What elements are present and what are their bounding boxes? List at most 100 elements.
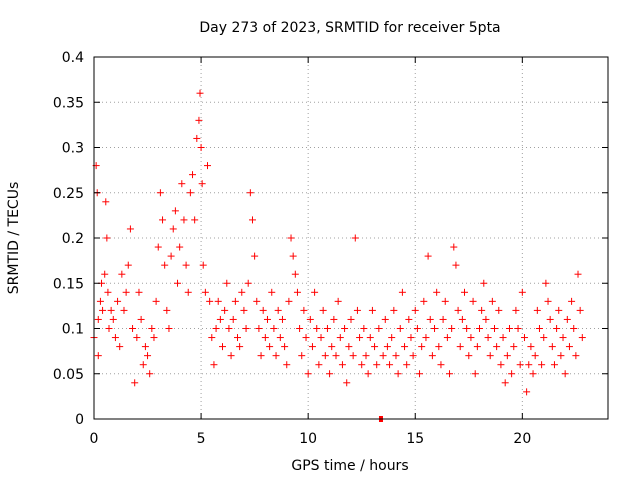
data-point (94, 315, 102, 323)
data-point (555, 306, 563, 314)
data-point (150, 334, 158, 342)
data-point (219, 343, 226, 351)
data-point (137, 315, 145, 323)
data-point (233, 334, 241, 342)
data-point (283, 361, 291, 369)
data-point (527, 343, 535, 351)
grid-lines (94, 57, 608, 419)
data-point (499, 334, 507, 342)
data-point (148, 325, 156, 332)
data-point (559, 334, 567, 342)
data-point (186, 189, 194, 197)
data-point (523, 388, 531, 396)
data-point (206, 297, 214, 305)
data-point (201, 288, 209, 296)
data-point (508, 370, 516, 378)
data-point (392, 352, 400, 360)
data-point (542, 279, 550, 287)
y-axis-label: SRMTID / TECUs (6, 182, 22, 295)
data-point (570, 325, 578, 332)
data-point (416, 370, 424, 378)
data-point (349, 352, 357, 360)
data-point (488, 297, 496, 305)
x-tick-label: 15 (406, 431, 424, 447)
data-point (407, 334, 415, 342)
data-point (144, 352, 152, 360)
data-point (328, 343, 336, 351)
data-point (195, 116, 203, 124)
y-tick-label: 0.3 (62, 141, 84, 157)
data-point (557, 352, 565, 360)
x-tick-label: 5 (197, 431, 206, 447)
data-point (253, 297, 261, 305)
data-point (129, 325, 137, 332)
data-point (512, 306, 520, 314)
data-point (345, 343, 353, 351)
data-point (114, 297, 122, 305)
data-point (248, 216, 256, 224)
data-point (420, 297, 428, 305)
data-point (208, 334, 216, 342)
data-point (285, 297, 293, 305)
data-point (319, 306, 327, 314)
data-point (240, 306, 248, 314)
data-point (204, 162, 212, 170)
data-point (133, 334, 141, 342)
data-point (478, 306, 486, 314)
data-point (161, 261, 169, 269)
data-point (486, 352, 494, 360)
data-point (531, 352, 539, 360)
data-point (574, 270, 582, 278)
data-point (281, 343, 289, 351)
data-point (471, 370, 479, 378)
data-point (259, 306, 267, 314)
data-point (538, 361, 546, 369)
y-tick-label: 0 (75, 412, 84, 428)
data-point (465, 352, 473, 360)
data-point (480, 279, 488, 287)
data-point (131, 379, 139, 387)
data-point (446, 370, 454, 378)
data-point (561, 370, 569, 378)
data-point (431, 325, 439, 332)
data-point (401, 343, 409, 351)
data-point (373, 361, 381, 369)
data-point (439, 315, 447, 323)
data-point (242, 325, 250, 332)
data-point (105, 325, 113, 332)
data-point (366, 334, 374, 342)
data-point (289, 252, 297, 260)
data-point (197, 144, 205, 151)
data-point (300, 306, 308, 314)
data-point (216, 315, 224, 323)
data-point (246, 189, 254, 197)
data-point (231, 297, 239, 305)
data-point (96, 297, 104, 305)
data-point (353, 306, 361, 314)
x-tick-label: 0 (90, 431, 99, 447)
data-point (255, 325, 263, 332)
data-point (568, 297, 576, 305)
data-point (424, 252, 432, 260)
data-point (268, 288, 276, 296)
data-point (413, 325, 421, 332)
scatter-points (90, 89, 586, 422)
data-point (338, 361, 346, 369)
data-point (313, 325, 321, 332)
data-point (553, 325, 561, 332)
data-point (191, 216, 199, 224)
data-point (165, 325, 173, 332)
data-point (287, 234, 295, 242)
x-axis-label: GPS time / hours (291, 458, 408, 474)
data-point (321, 352, 329, 360)
data-point (311, 288, 319, 296)
y-tick-label: 0.25 (53, 186, 84, 202)
data-point (167, 252, 175, 260)
y-tick-label: 0.1 (62, 322, 84, 338)
data-point (533, 306, 541, 314)
data-point (336, 334, 344, 342)
data-point (101, 270, 109, 278)
x-tick-label: 20 (513, 431, 531, 447)
data-point (293, 288, 301, 296)
data-point (493, 343, 501, 351)
